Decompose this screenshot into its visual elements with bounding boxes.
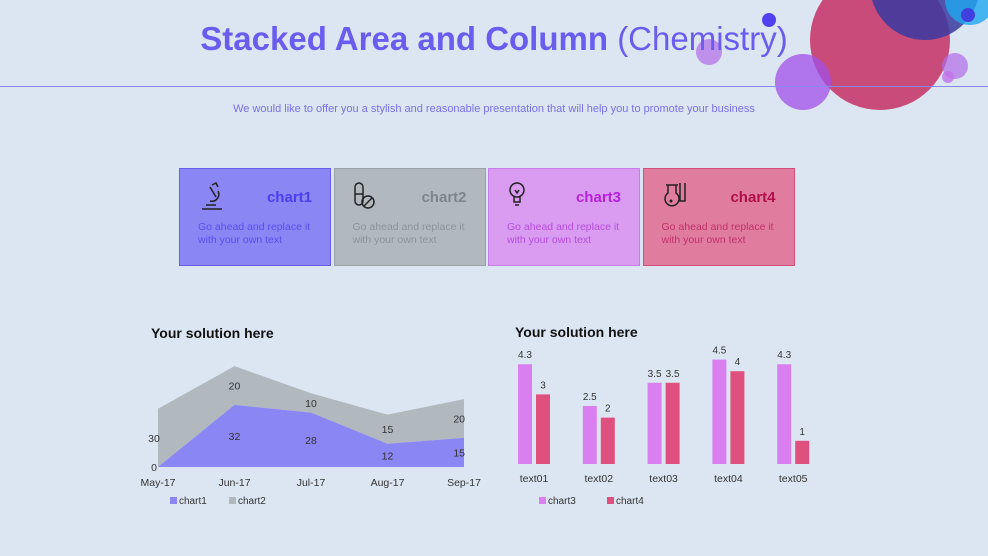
x-tick-label: text01 — [520, 473, 549, 485]
data-label-chart2: 10 — [305, 398, 317, 410]
x-tick-label: text04 — [714, 473, 743, 485]
card-title: chart1 — [266, 189, 312, 206]
data-label-chart1: 0 — [151, 462, 157, 474]
card-title: chart4 — [730, 189, 776, 206]
card-text: Go ahead and replace it with your own te… — [198, 221, 311, 246]
bar-chart4 — [795, 440, 810, 464]
area-chart2 — [158, 366, 464, 467]
subtitle: We would like to offer you a stylish and… — [233, 103, 755, 115]
flask-icon — [663, 183, 686, 207]
x-tick-label: Jul-17 — [297, 477, 326, 489]
decorative-bubbles — [696, 0, 988, 110]
x-tick-label: Sep-17 — [447, 477, 481, 489]
x-tick-label: May-17 — [140, 477, 175, 489]
legend-label-chart1: chart1 — [179, 496, 207, 507]
bar-chart3 — [582, 406, 597, 464]
x-tick-label: text02 — [584, 473, 613, 485]
x-tick-label: Aug-17 — [371, 477, 405, 489]
area-chart-title: Your solution here — [151, 325, 274, 341]
legend-swatch-chart2 — [229, 497, 236, 504]
microscope-icon — [202, 181, 222, 210]
bar-chart4 — [730, 371, 745, 464]
data-label-chart2: 30 — [148, 433, 160, 445]
bar-label: 4 — [735, 357, 741, 368]
card-chart1: chart1 Go ahead and replace it with your… — [179, 168, 331, 266]
column-chart-title: Your solution here — [515, 324, 638, 340]
card-chart4: chart4 Go ahead and replace it with your… — [642, 168, 795, 266]
data-label-chart1: 15 — [453, 447, 465, 459]
legend-label-chart2: chart2 — [238, 496, 266, 507]
data-label-chart2: 15 — [382, 424, 394, 436]
data-label-chart1: 32 — [229, 431, 241, 443]
legend-label-chart3: chart3 — [548, 496, 576, 507]
legend-swatch-chart4 — [607, 497, 614, 504]
data-label-chart2: 20 — [453, 414, 465, 426]
card-text: Go ahead and replace it with your own te… — [507, 221, 620, 246]
bar-label: 4.3 — [777, 350, 791, 361]
bar-chart3 — [777, 364, 792, 464]
legend-label-chart4: chart4 — [616, 496, 644, 507]
divider — [0, 86, 988, 87]
card-chart3: chart3 Go ahead and replace it with your… — [488, 168, 640, 266]
bar-chart4 — [665, 382, 680, 464]
legend-swatch-chart3 — [539, 497, 546, 504]
bar-chart4 — [600, 417, 615, 464]
bar-chart3 — [712, 359, 727, 464]
bar-label: 1 — [799, 427, 805, 438]
bar-label: 4.3 — [518, 350, 532, 361]
card-text: Go ahead and replace it with your own te… — [352, 221, 465, 246]
bar-chart3 — [518, 364, 532, 464]
bar-chart4 — [536, 394, 550, 464]
bar-chart3 — [647, 382, 662, 464]
page-title: Stacked Area and Column (Chemistry) — [0, 20, 988, 58]
bar-label: 4.5 — [712, 346, 726, 357]
x-tick-label: text03 — [649, 473, 678, 485]
card-chart2: chart2 Go ahead and replace it with your… — [333, 168, 486, 266]
title-normal: (Chemistry) — [617, 20, 788, 57]
pills-icon — [353, 182, 375, 209]
card-text: Go ahead and replace it with your own te… — [661, 221, 774, 246]
lightbulb-icon — [509, 182, 525, 206]
title-bold: Stacked Area and Column — [200, 20, 609, 57]
bar-label: 3 — [540, 380, 546, 391]
data-label-chart1: 12 — [382, 450, 394, 462]
x-tick-label: text05 — [779, 473, 808, 485]
bar-label: 2 — [605, 404, 611, 415]
area-chart1 — [158, 404, 464, 467]
bar-label: 3.5 — [666, 369, 680, 380]
data-label-chart2: 20 — [229, 381, 241, 393]
card-title: chart3 — [575, 189, 621, 206]
bar-label: 2.5 — [583, 392, 597, 403]
legend-swatch-chart1 — [170, 497, 177, 504]
card-title: chart2 — [421, 189, 467, 206]
x-tick-label: Jun-17 — [218, 477, 250, 489]
data-label-chart1: 28 — [305, 435, 317, 447]
bar-label: 3.5 — [648, 369, 662, 380]
